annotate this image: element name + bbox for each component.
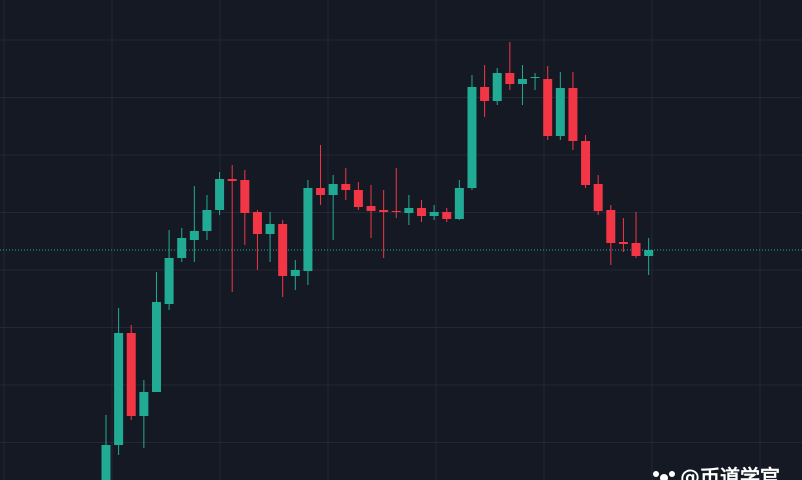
candle-body bbox=[454, 188, 464, 219]
candle-body bbox=[379, 210, 389, 212]
candle-body bbox=[290, 270, 300, 276]
candle-body bbox=[328, 184, 338, 195]
candle-body bbox=[517, 79, 527, 84]
candle-body bbox=[568, 88, 578, 141]
candle-body bbox=[505, 73, 515, 84]
candle-body bbox=[265, 224, 275, 234]
candle-body bbox=[278, 224, 288, 276]
candle-body bbox=[341, 184, 351, 190]
candle-body bbox=[492, 73, 502, 101]
candle-body bbox=[139, 392, 149, 416]
candle-body bbox=[606, 210, 616, 243]
candle-body bbox=[240, 180, 250, 213]
candle-body bbox=[555, 88, 565, 136]
candle-body bbox=[303, 188, 313, 271]
candle-body bbox=[530, 77, 540, 78]
candle-body bbox=[189, 231, 199, 240]
candle-body bbox=[215, 179, 225, 210]
candle-body bbox=[404, 208, 414, 213]
candle-body bbox=[429, 212, 439, 216]
candle-body bbox=[101, 445, 111, 480]
candle-body bbox=[480, 87, 490, 101]
candle-body bbox=[581, 141, 591, 185]
candle-body bbox=[151, 302, 161, 392]
candle-body bbox=[177, 238, 187, 258]
candle-body bbox=[164, 258, 174, 304]
candle-body bbox=[316, 188, 326, 195]
watermark-icon bbox=[653, 471, 675, 480]
candle-body bbox=[227, 179, 237, 181]
candle-body bbox=[467, 87, 477, 188]
candle-body bbox=[593, 184, 603, 211]
candle-body bbox=[114, 333, 124, 445]
candle-body bbox=[202, 210, 212, 231]
candle-body bbox=[644, 250, 654, 256]
candle-body bbox=[366, 206, 376, 211]
candles bbox=[101, 42, 654, 480]
watermark: @币道学官 bbox=[680, 465, 780, 480]
candle-body bbox=[631, 243, 641, 256]
candle-body bbox=[252, 212, 262, 234]
candle-body bbox=[543, 79, 553, 136]
candle-body bbox=[442, 212, 452, 219]
candle-body bbox=[391, 211, 401, 212]
candle-body bbox=[417, 208, 426, 216]
candle-body bbox=[618, 242, 628, 244]
candle-body bbox=[126, 333, 136, 416]
candle-body bbox=[353, 190, 363, 207]
